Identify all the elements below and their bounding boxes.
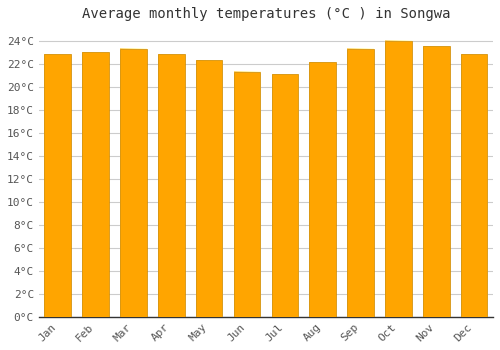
Title: Average monthly temperatures (°C ) in Songwa: Average monthly temperatures (°C ) in So… bbox=[82, 7, 450, 21]
Bar bbox=[272, 74, 298, 317]
Bar bbox=[423, 46, 450, 317]
Bar bbox=[82, 52, 109, 317]
Bar bbox=[158, 54, 184, 317]
Bar bbox=[120, 49, 146, 317]
Bar bbox=[385, 41, 411, 317]
Bar bbox=[44, 54, 71, 317]
Bar bbox=[234, 72, 260, 317]
Bar bbox=[461, 54, 487, 317]
Bar bbox=[310, 62, 336, 317]
Bar bbox=[196, 60, 222, 317]
Bar bbox=[348, 49, 374, 317]
